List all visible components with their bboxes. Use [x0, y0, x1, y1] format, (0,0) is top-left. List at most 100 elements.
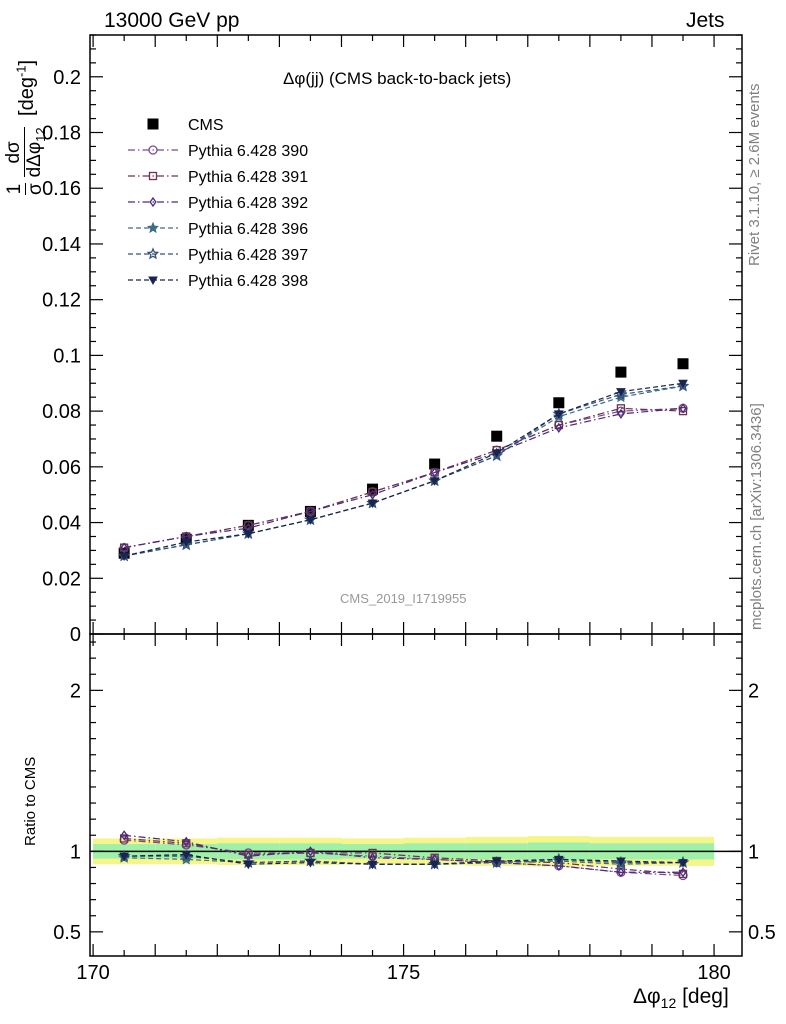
- point-p398-3: [305, 516, 316, 525]
- ratio-point-p398-3: [305, 859, 316, 868]
- ratio-panel-series: [117, 830, 690, 881]
- point-p391-4: [368, 487, 377, 497]
- point-cms-8: [615, 366, 627, 378]
- ratio-point-p398-8: [616, 857, 626, 867]
- ratio-point-p391-4: [368, 848, 377, 858]
- legend-label-p398: Pythia 6.428 398: [188, 273, 308, 290]
- ratio-ytick-label-left: 2: [70, 680, 81, 702]
- legend-marker-p398: [148, 276, 158, 286]
- main-ytick-label: 0.18: [42, 123, 81, 145]
- ratio-point-p392-1: [182, 836, 190, 847]
- point-p397-9: [676, 379, 690, 392]
- main-ytick-label: 0.04: [42, 513, 81, 535]
- main-ytick-label: 0.08: [42, 401, 81, 423]
- legend-marker-p391: [148, 171, 158, 181]
- point-cms-6: [491, 430, 503, 442]
- xtick-label: 180: [697, 962, 730, 984]
- ratio-ytick-label-right: 0.5: [748, 922, 776, 944]
- main-ytick-label: 0.12: [42, 290, 81, 312]
- tick-labels: 0 0.02 0.04 0.06 0.08 0.1 0.12 0.14 0.16 0.18 0.2 0…: [42, 67, 776, 984]
- chart-title: Δφ(jj) (CMS back-to-back jets): [283, 69, 512, 88]
- xtick-label: 170: [76, 962, 109, 984]
- series-p391: [120, 404, 688, 552]
- ratio-point-p392-9: [679, 867, 687, 878]
- ratio-point-p392-8: [617, 867, 625, 878]
- main-ytick-label: 0: [70, 624, 81, 646]
- point-p398-4: [367, 499, 378, 509]
- line-p398: [124, 382, 684, 557]
- point-p398-7: [553, 410, 564, 419]
- series-p396: [118, 379, 689, 562]
- ratio-y-axis-label: Ratio to CMS: [22, 756, 39, 846]
- ratio-point-p398-4: [367, 860, 378, 870]
- ratio-series-p398: [119, 851, 688, 870]
- ratio-line-p396: [124, 857, 684, 865]
- point-cms-7: [553, 397, 565, 409]
- point-p398-9: [678, 379, 688, 389]
- legend-label-p397: Pythia 6.428 397: [188, 247, 308, 264]
- legend-marker-p392: [149, 196, 157, 208]
- series-p392: [120, 403, 687, 553]
- point-p398-5: [429, 477, 440, 486]
- ratio-line-p397: [124, 855, 684, 865]
- legend-entry-p398: Pythia 6.428 398: [128, 273, 308, 290]
- ratio-ytick-label-left: 0.5: [53, 922, 81, 944]
- ratio-point-p398-9: [678, 859, 688, 868]
- point-cms-4: [367, 483, 379, 495]
- point-p391-7: [554, 420, 563, 430]
- ratio-point-p392-0: [120, 830, 128, 841]
- ratio-point-p398-2: [243, 860, 254, 870]
- legend-marker-p396: [147, 221, 159, 234]
- header-right: Jets: [686, 9, 725, 32]
- ratio-point-p398-6: [491, 857, 502, 867]
- point-p391-8: [616, 404, 626, 413]
- line-p392: [124, 407, 684, 549]
- legend-label-p392: Pythia 6.428 392: [188, 195, 308, 212]
- ratio-point-p398-1: [181, 851, 192, 860]
- legend-marker-cms: [147, 118, 159, 130]
- ratio-line-p392: [124, 834, 684, 873]
- x-axis-label: Δφ12 [deg]: [633, 985, 729, 1012]
- side-note-mcplots: mcplots.cern.ch [arXiv:1306.3436]: [748, 403, 765, 630]
- header-left: 13000 GeV pp: [104, 9, 240, 32]
- point-p391-9: [678, 406, 688, 416]
- ratio-frame: [89, 633, 743, 957]
- legend-entry-p397: Pythia 6.428 397: [128, 247, 308, 264]
- legend-entry-p392: Pythia 6.428 392: [128, 195, 308, 212]
- ratio-line-p391: [124, 837, 684, 875]
- legend-entry-p396: Pythia 6.428 396: [128, 221, 308, 238]
- main-ytick-label: 0.1: [53, 345, 81, 367]
- main-ytick-label: 0.14: [42, 234, 81, 256]
- main-ytick-label: 0.16: [42, 178, 81, 200]
- xtick-label: 175: [387, 962, 420, 984]
- series-cms: [118, 358, 689, 559]
- point-p398-0: [119, 552, 130, 561]
- legend-entry-p390: Pythia 6.428 390: [128, 143, 308, 160]
- point-p398-6: [491, 449, 502, 458]
- point-p398-1: [181, 538, 192, 548]
- line-p397: [124, 385, 684, 557]
- legend-label-p396: Pythia 6.428 396: [188, 221, 308, 238]
- axes-frame: [89, 34, 743, 957]
- ratio-point-p398-7: [553, 855, 564, 865]
- legend-entry-cms: CMS: [147, 117, 224, 134]
- legend-marker-p390: [148, 145, 158, 155]
- main-ytick-label: 0.2: [53, 67, 81, 89]
- ratio-point-p398-5: [429, 860, 440, 870]
- ratio-ytick-label-right: 1: [748, 841, 759, 863]
- series-p398: [119, 379, 688, 561]
- legend-entry-p391: Pythia 6.428 391: [128, 169, 308, 186]
- legend-marker-p397: [146, 247, 160, 260]
- legend-label-cms: CMS: [188, 117, 224, 134]
- ratio-point-p398-0: [119, 852, 130, 862]
- main-y-axis-label: 1 σ dσ dΔφ12 [deg-1]: [3, 59, 48, 195]
- line-p396: [124, 385, 684, 557]
- ratio-ytick-label-right: 2: [748, 680, 759, 702]
- line-p390: [124, 407, 684, 549]
- point-p392-9: [679, 403, 687, 414]
- legend: CMS Pythia 6.428 390 Pythia 6.428 391 Pythi…: [128, 117, 308, 290]
- ratio-series-p392: [120, 830, 687, 878]
- line-p391: [124, 407, 684, 549]
- ratio-point-p391-0: [120, 834, 129, 843]
